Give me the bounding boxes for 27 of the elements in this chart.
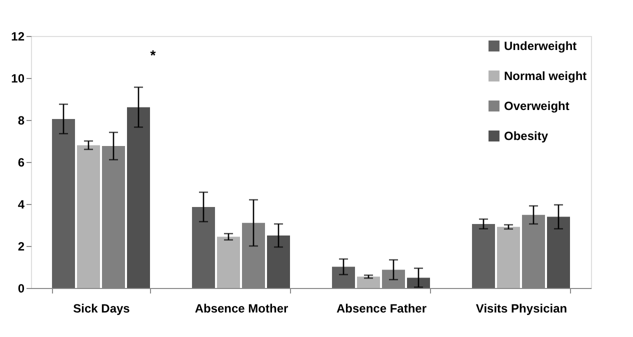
y-tick-label: 10 [11, 72, 25, 86]
annotation: * [150, 47, 156, 63]
x-tick-label: Visits Physician [476, 302, 568, 316]
bar [127, 107, 150, 288]
x-tick-label: Absence Father [336, 302, 427, 316]
y-tick-label: 6 [18, 156, 25, 170]
y-tick-label: 12 [11, 30, 25, 44]
y-tick-label: 0 [18, 282, 25, 296]
y-tick-label: 4 [18, 198, 25, 212]
bar [217, 236, 240, 288]
x-tick-label: Absence Mother [194, 302, 288, 316]
y-tick-label: 8 [18, 114, 25, 128]
y-tick-label: 2 [18, 240, 25, 254]
bar [77, 145, 100, 288]
bar [497, 226, 520, 288]
legend-label: Obesity [504, 129, 548, 143]
bar [472, 224, 495, 288]
bar [357, 276, 380, 288]
bar [332, 266, 355, 288]
legend-label: Normal weight [504, 69, 587, 83]
bar [547, 216, 570, 288]
legend-label: Overweight [504, 99, 570, 113]
x-tick-label: Sick Days [73, 302, 130, 316]
bar [192, 206, 215, 288]
legend-label: Underweight [504, 39, 577, 53]
bar [52, 118, 75, 288]
bar [267, 236, 290, 288]
